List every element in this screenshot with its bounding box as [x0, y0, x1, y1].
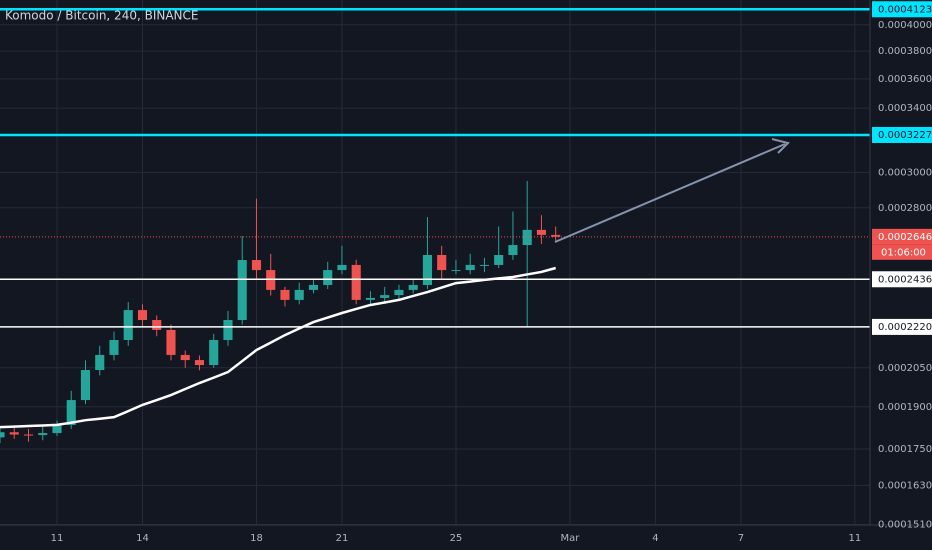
candle-body [109, 340, 119, 355]
candle-body [294, 289, 304, 300]
y-tick-label: 0.0003400 [878, 103, 932, 114]
candle-body [38, 433, 48, 436]
candle-body [365, 297, 376, 300]
countdown: 01:06:00 [881, 247, 926, 258]
level-label: 0.0002436 [878, 274, 932, 285]
y-tick-label: 0.0001750 [878, 444, 932, 455]
level-label-box [872, 1, 932, 18]
candle-body [251, 260, 262, 271]
y-tick-label: 0.0002800 [878, 203, 932, 214]
x-tick-label: 21 [336, 533, 349, 544]
moving-average [0, 266, 557, 429]
x-tick-label: 4 [652, 533, 658, 544]
candle-body [451, 270, 461, 272]
trend-arrow [554, 143, 786, 243]
candle-body [209, 340, 219, 366]
candle-body [422, 254, 433, 285]
level-label: 0.0003227 [878, 130, 932, 141]
x-tick-label: 14 [136, 533, 149, 544]
y-tick-label: 0.0001900 [878, 402, 932, 413]
y-tick-label: 0.0001510 [878, 520, 932, 531]
candle-body [194, 360, 205, 366]
candle-body [308, 284, 319, 290]
arrow-head [771, 138, 790, 154]
chart-title: Komodo / Bitcoin, 240, BINANCE [5, 9, 198, 23]
last-price-label-box [872, 228, 932, 245]
candle-body [380, 295, 390, 298]
candle-body [123, 310, 133, 341]
candle-body [337, 264, 347, 271]
candle-body [0, 432, 5, 438]
candle-body [508, 245, 518, 255]
countdown-box [872, 244, 932, 260]
axis-labels: 11 14 18 21 25 Mar 4 7 11 0.0004000 0.0003800 0.000… [51, 1, 932, 544]
candle-body [479, 264, 490, 266]
x-tick-label: 11 [51, 533, 64, 544]
level-label-box [872, 318, 932, 335]
y-tick-label: 0.0001630 [878, 480, 932, 491]
candle-body [80, 370, 91, 401]
candle-body [522, 229, 532, 246]
candle-body [465, 264, 475, 271]
level-label: 0.0004123 [878, 4, 932, 15]
candle-body [152, 320, 162, 330]
candle-body [408, 284, 418, 290]
candle-body [223, 320, 233, 341]
x-tick-label: 18 [250, 533, 263, 544]
y-tick-label: 0.0002050 [878, 363, 932, 374]
candle-body [166, 329, 176, 355]
plot [0, 8, 932, 444]
candle-body [351, 264, 361, 300]
last-price-label: 0.0002646 [878, 232, 932, 243]
y-tick-label: 0.0003800 [878, 46, 932, 57]
x-tick-label: 25 [450, 533, 463, 544]
x-tick-label: 7 [738, 533, 744, 544]
candle-body [551, 234, 561, 237]
candle-body [237, 260, 247, 321]
level-label-box [872, 271, 932, 288]
candle-body [394, 289, 404, 296]
candle-body [180, 354, 190, 361]
y-tick-label: 0.0003600 [878, 74, 932, 85]
y-tick-label: 0.0003000 [878, 167, 932, 178]
x-tick-label: 11 [849, 533, 862, 544]
x-tick-label: Mar [560, 533, 580, 544]
candle-body [137, 310, 148, 321]
level-label-box [872, 126, 932, 143]
candle-body [494, 254, 504, 265]
level-label: 0.0002220 [878, 322, 932, 333]
candle-body [536, 229, 546, 235]
candle-body [280, 289, 290, 300]
y-tick-label: 0.0004000 [878, 20, 932, 31]
candle-body [52, 424, 62, 434]
candle-body [66, 400, 76, 425]
candle-body [323, 270, 333, 285]
candle-body [437, 254, 447, 271]
candle-body [9, 432, 19, 435]
grid [0, 0, 870, 526]
candle-body [95, 354, 105, 371]
candle-body [23, 434, 34, 436]
